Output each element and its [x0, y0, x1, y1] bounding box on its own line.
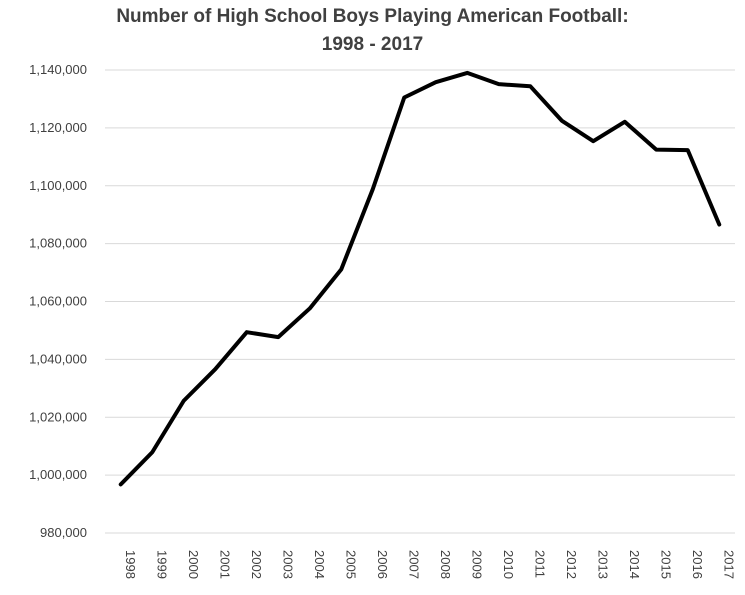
x-tick-label: 2011 — [532, 550, 547, 578]
x-tick-label: 2010 — [501, 550, 516, 579]
x-tick-label: 2013 — [595, 550, 610, 579]
y-tick-label: 1,060,000 — [29, 294, 87, 309]
x-tick-label: 2002 — [249, 550, 264, 579]
x-tick-label: 2008 — [438, 550, 453, 579]
x-tick-label: 2006 — [375, 550, 390, 579]
x-tick-label: 2005 — [343, 550, 358, 579]
x-tick-label: 2000 — [186, 550, 201, 579]
y-tick-label: 980,000 — [40, 525, 87, 540]
y-tick-label: 1,000,000 — [29, 467, 87, 482]
chart-title-line-2: 1998 - 2017 — [321, 34, 424, 55]
x-tick-label: 2017 — [721, 550, 736, 579]
y-tick-label: 1,100,000 — [29, 178, 87, 193]
series-line — [118, 70, 722, 487]
x-tick-label: 2012 — [564, 550, 579, 579]
x-tick-label: 2016 — [690, 550, 705, 579]
chart-title-line-1: Number of High School Boys Playing Ameri… — [116, 6, 629, 27]
x-tick-label: 2001 — [217, 550, 232, 579]
x-tick-label: 2003 — [280, 550, 295, 579]
y-tick-label: 1,040,000 — [29, 351, 87, 366]
y-tick-label: 1,080,000 — [29, 236, 87, 251]
x-tick-label: 2004 — [312, 550, 327, 579]
x-tick-label: 2007 — [406, 550, 421, 579]
x-tick-label: 1999 — [154, 550, 169, 579]
y-tick-label: 1,120,000 — [29, 120, 87, 135]
y-tick-label: 1,140,000 — [29, 62, 87, 77]
x-tick-label: 2009 — [469, 550, 484, 579]
x-tick-label: 2015 — [658, 550, 673, 579]
x-tick-label: 2014 — [627, 550, 642, 579]
y-tick-label: 1,020,000 — [29, 409, 87, 424]
x-tick-label: 1998 — [123, 550, 138, 579]
